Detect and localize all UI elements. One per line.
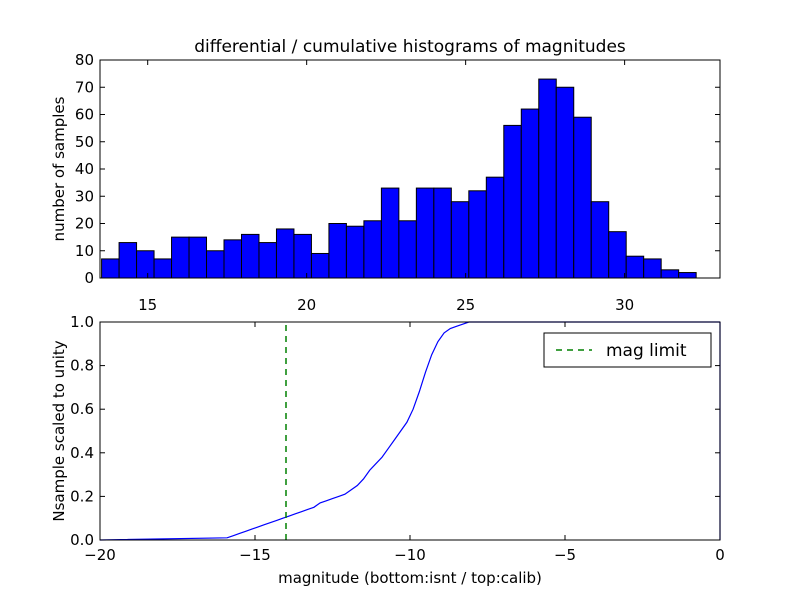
bottom-x-tick-label: −10 (394, 546, 426, 564)
histogram-bar (136, 250, 155, 279)
histogram-bar (101, 258, 120, 279)
top-axes: 15 20 25 30 0 10 20 30 40 50 60 70 80 (75, 51, 720, 314)
histogram-bar (188, 236, 208, 279)
top-y-tick-label: 50 (75, 133, 94, 151)
histogram-bar (555, 86, 575, 279)
top-y-tick-label: 40 (75, 160, 94, 178)
bottom-axes: −20 −15 −10 −5 0 0.0 0.2 0.4 0.6 0.8 1.0 (70, 313, 725, 564)
top-chart-title: differential / cumulative histograms of … (194, 37, 626, 57)
histogram-bar (590, 201, 610, 279)
histogram-bar (345, 225, 365, 279)
bottom-y-axis-label: Nsample scaled to unity (50, 340, 68, 521)
top-y-tick-label: 80 (75, 51, 94, 69)
histogram-bar (328, 223, 347, 279)
top-y-tick-label: 20 (75, 215, 94, 233)
top-x-tick-label: 15 (138, 296, 157, 314)
bottom-y-tick-label: 0.4 (70, 444, 94, 462)
top-y-tick-label: 0 (84, 269, 94, 287)
top-x-tick-label: 25 (456, 296, 475, 314)
histogram-bar (433, 187, 452, 279)
histogram-bar (275, 228, 295, 279)
histogram-bar (398, 220, 417, 279)
bottom-y-tick-label: 0.2 (70, 487, 94, 505)
top-y-tick-label: 60 (75, 106, 94, 124)
top-histogram-bars (101, 78, 697, 279)
histogram-bar (660, 269, 680, 279)
histogram-bar (538, 78, 557, 279)
histogram-bar (678, 272, 697, 279)
top-y-tick-label: 10 (75, 242, 94, 260)
legend: mag limit (543, 332, 712, 368)
histogram-bar (293, 233, 312, 279)
bottom-y-tick-label: 0.0 (70, 531, 94, 549)
bottom-y-tick-label: 0.6 (70, 400, 94, 418)
bottom-y-tick-label: 0.8 (70, 357, 94, 375)
histogram-bar (153, 258, 173, 279)
bottom-x-tick-label: −20 (84, 546, 116, 564)
histogram-bar (363, 220, 382, 279)
histogram-bar (258, 242, 277, 279)
histogram-bar (171, 236, 190, 279)
histogram-bar (503, 124, 522, 279)
bottom-x-axis-label: magnitude (bottom:isnt / top:calib) (278, 569, 542, 587)
top-x-tick-label: 30 (615, 296, 634, 314)
top-y-tick-label: 70 (75, 78, 94, 96)
legend-entry-mag-limit: mag limit (606, 341, 687, 361)
histogram-bar (608, 231, 627, 279)
bottom-x-tick-label: 0 (715, 546, 725, 564)
bottom-x-tick-label: −5 (554, 546, 576, 564)
histogram-bar (485, 176, 505, 279)
bottom-y-tick-label: 1.0 (70, 313, 94, 331)
histogram-bar (643, 258, 662, 279)
histogram-bar (206, 250, 225, 279)
histogram-bar (240, 233, 260, 279)
top-y-tick-label: 30 (75, 187, 94, 205)
top-x-tick-label: 20 (297, 296, 316, 314)
bottom-x-tick-label: −15 (239, 546, 271, 564)
histogram-bar (450, 201, 470, 279)
histogram-bar (468, 190, 487, 279)
histogram-bar (520, 108, 540, 279)
top-y-axis-label: number of samples (50, 96, 68, 241)
histogram-bar (118, 242, 138, 279)
histogram-bar (415, 187, 435, 279)
histogram-bar (310, 252, 330, 279)
histogram-bar (625, 255, 645, 279)
cumulative-step-line (99, 321, 720, 541)
histogram-bar (223, 239, 242, 279)
histogram-bar (380, 187, 400, 279)
histogram-bar (573, 116, 592, 279)
